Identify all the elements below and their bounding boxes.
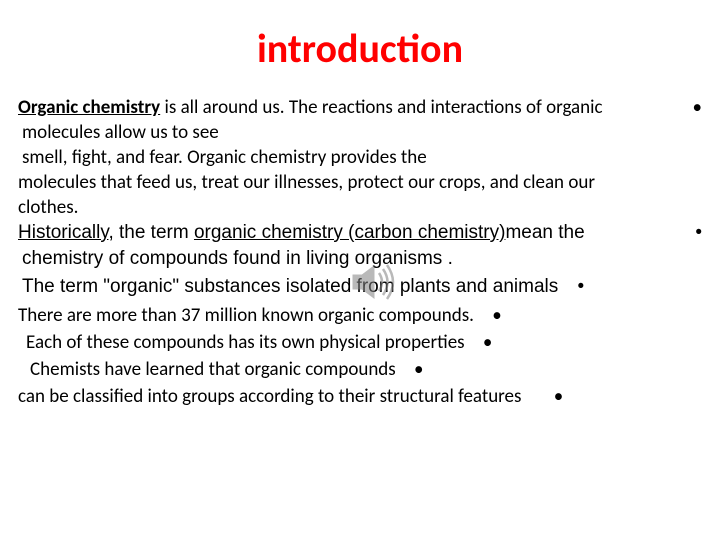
- slide: introduction Organic chemistry is all ar…: [0, 0, 720, 540]
- p1-lead: Organic chemistry: [18, 96, 160, 119]
- p5-text: Each of these compounds has its own phys…: [26, 331, 465, 354]
- p1-line1: Organic chemistry is all around us. The …: [18, 95, 702, 120]
- slide-body: Organic chemistry is all around us. The …: [18, 95, 702, 410]
- p1-line4: molecules that feed us, treat our illnes…: [18, 170, 702, 195]
- p1-line2: molecules allow us to see: [18, 120, 702, 145]
- bullet-icon: •: [679, 95, 702, 120]
- speaker-icon: [350, 262, 398, 307]
- p1-d: molecules that feed us, treat our illnes…: [18, 171, 595, 194]
- p6-line: Chemists have learned that organic compo…: [18, 356, 702, 383]
- p1-rest-a: is all around us. The reactions and inte…: [160, 96, 602, 119]
- p7-text: can be classified into groups according …: [18, 385, 521, 408]
- bullet-icon: •: [400, 358, 423, 381]
- p2-a1: Historically: [18, 222, 108, 243]
- p2-line1: Historically, the term organic chemistry…: [18, 220, 702, 246]
- p2-line1-text: Historically, the term organic chemistry…: [18, 220, 681, 246]
- p5-line: Each of these compounds has its own phys…: [18, 329, 702, 356]
- p3-text: The term "organic" substances isolated f…: [22, 276, 558, 297]
- p1-e: clothes.: [18, 196, 78, 219]
- p1-b: molecules allow us to see: [22, 121, 219, 144]
- p6-text: Chemists have learned that organic compo…: [30, 358, 396, 381]
- slide-title: introduction: [18, 24, 702, 73]
- p2-a3: organic chemistry (carbon chemistry): [194, 222, 505, 243]
- bullet-icon: •: [469, 331, 492, 354]
- p7-line: can be classified into groups according …: [18, 383, 702, 410]
- p4-text: There are more than 37 million known org…: [18, 304, 474, 327]
- p2-a4: mean the: [505, 222, 584, 243]
- bullet-icon: •: [526, 385, 563, 408]
- p2-a2: , the term: [108, 222, 194, 243]
- p1-line1-text: Organic chemistry is all around us. The …: [18, 95, 679, 120]
- p1-line3: smell, fight, and fear. Organic chemistr…: [18, 145, 702, 170]
- bullet-icon: •: [681, 220, 702, 246]
- p1-c: smell, fight, and fear. Organic chemistr…: [22, 146, 427, 169]
- bullet-icon: •: [478, 304, 501, 327]
- p1-line5: clothes.: [18, 195, 702, 220]
- bullet-icon: •: [564, 276, 585, 297]
